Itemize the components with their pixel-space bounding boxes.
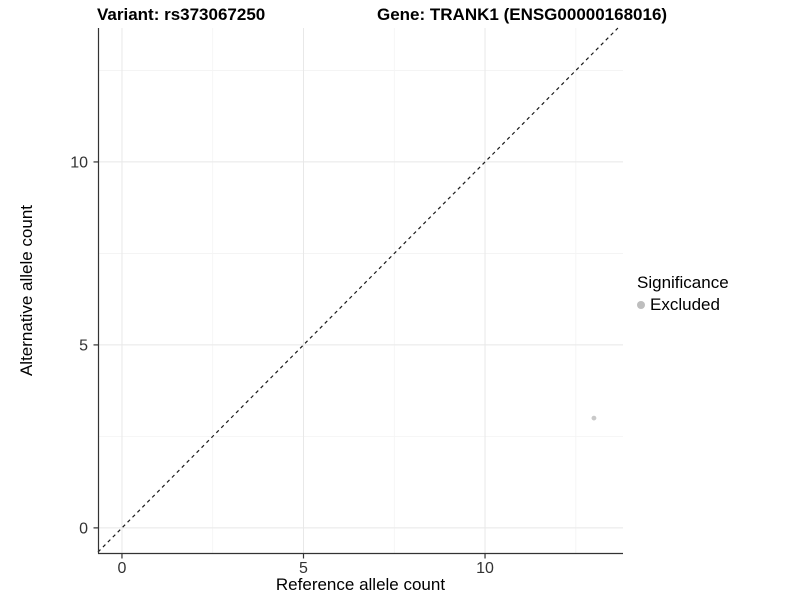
x-tick-label: 10 (476, 560, 494, 577)
y-axis-title: Alternative allele count (17, 204, 36, 377)
data-point (591, 415, 597, 421)
x-tick-label: 0 (118, 560, 127, 577)
y-tick-label: 5 (79, 337, 88, 354)
y-tick-label: 10 (70, 154, 88, 171)
y-tick-label: 0 (79, 520, 88, 537)
plot-title-variant: Variant: rs373067250 (97, 5, 266, 24)
legend: Significance Excluded (637, 273, 729, 315)
legend-item-excluded: Excluded (637, 295, 729, 315)
plot-title-gene: Gene: TRANK1 (ENSG00000168016) (377, 5, 668, 24)
legend-item-label: Excluded (650, 295, 720, 314)
x-axis-title: Reference allele count (275, 575, 446, 594)
legend-key-point-icon (637, 301, 645, 309)
identity-dashed-line (97, 27, 619, 553)
legend-title: Significance (637, 273, 729, 292)
x-tick-label: 5 (299, 560, 308, 577)
